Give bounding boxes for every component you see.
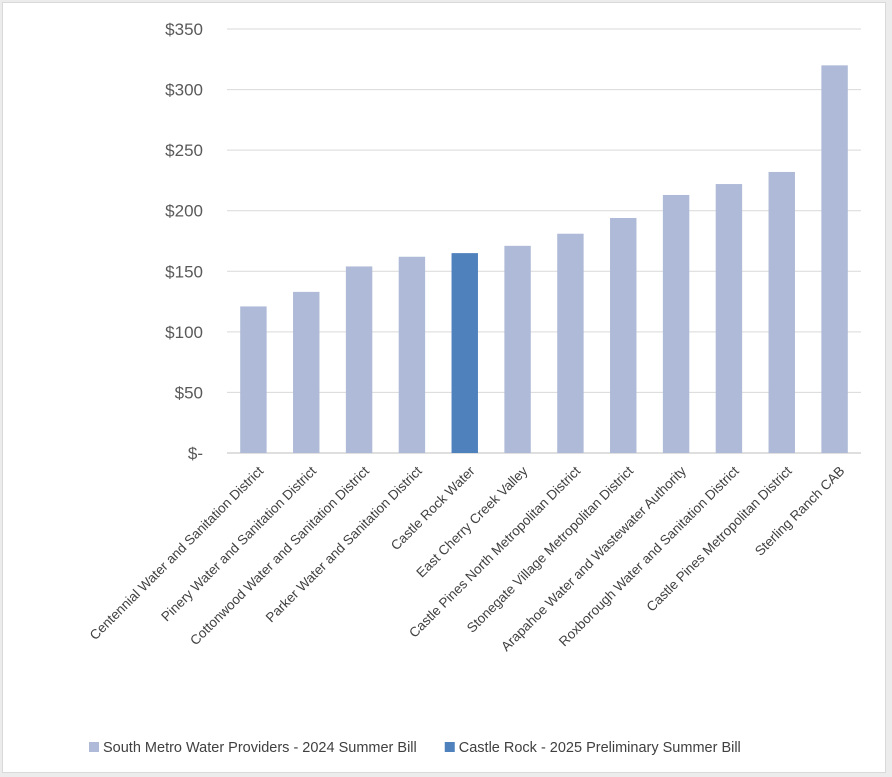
x-category-label: Arapahoe Water and Wastewater Authority (498, 463, 689, 654)
legend-swatch (444, 742, 455, 752)
y-tick-label: $- (188, 444, 203, 463)
bar (557, 233, 584, 453)
bar (768, 171, 795, 453)
x-category-label: Sterling Ranch CAB (752, 463, 848, 559)
x-axis-category-labels: Centennial Water and Sanitation District… (87, 463, 848, 654)
y-tick-label: $200 (165, 202, 203, 221)
bar (293, 291, 320, 453)
bar (610, 217, 637, 453)
legend: South Metro Water Providers - 2024 Summe… (89, 740, 741, 756)
legend-item: Castle Rock - 2025 Preliminary Summer Bi… (444, 740, 741, 756)
y-tick-label: $50 (175, 383, 203, 402)
bar (345, 266, 373, 453)
bar (662, 194, 690, 454)
x-category-label: Roxborough Water and Sanitation District (556, 463, 742, 649)
bar (398, 256, 426, 453)
y-tick-label: $100 (165, 323, 203, 342)
legend-item: South Metro Water Providers - 2024 Summe… (89, 740, 417, 756)
bars (240, 65, 848, 454)
bar-chart: $- $50 $100 $150 $200 $250 $300 $350 Centennial… (87, 20, 861, 756)
legend-label: Castle Rock - 2025 Preliminary Summer Bi… (459, 740, 741, 756)
bar (821, 65, 848, 453)
legend-label: South Metro Water Providers - 2024 Summe… (103, 740, 417, 756)
bar (240, 306, 267, 453)
bar (715, 184, 743, 453)
legend-swatch (89, 742, 99, 752)
bar (451, 253, 478, 453)
y-tick-label: $150 (165, 262, 203, 281)
y-tick-label: $350 (165, 20, 203, 39)
bar (504, 245, 531, 453)
y-tick-label: $250 (165, 141, 203, 160)
y-axis-tick-labels: $- $50 $100 $150 $200 $250 $300 $350 (165, 20, 203, 463)
gridlines (227, 28, 861, 454)
y-tick-label: $300 (165, 81, 203, 100)
